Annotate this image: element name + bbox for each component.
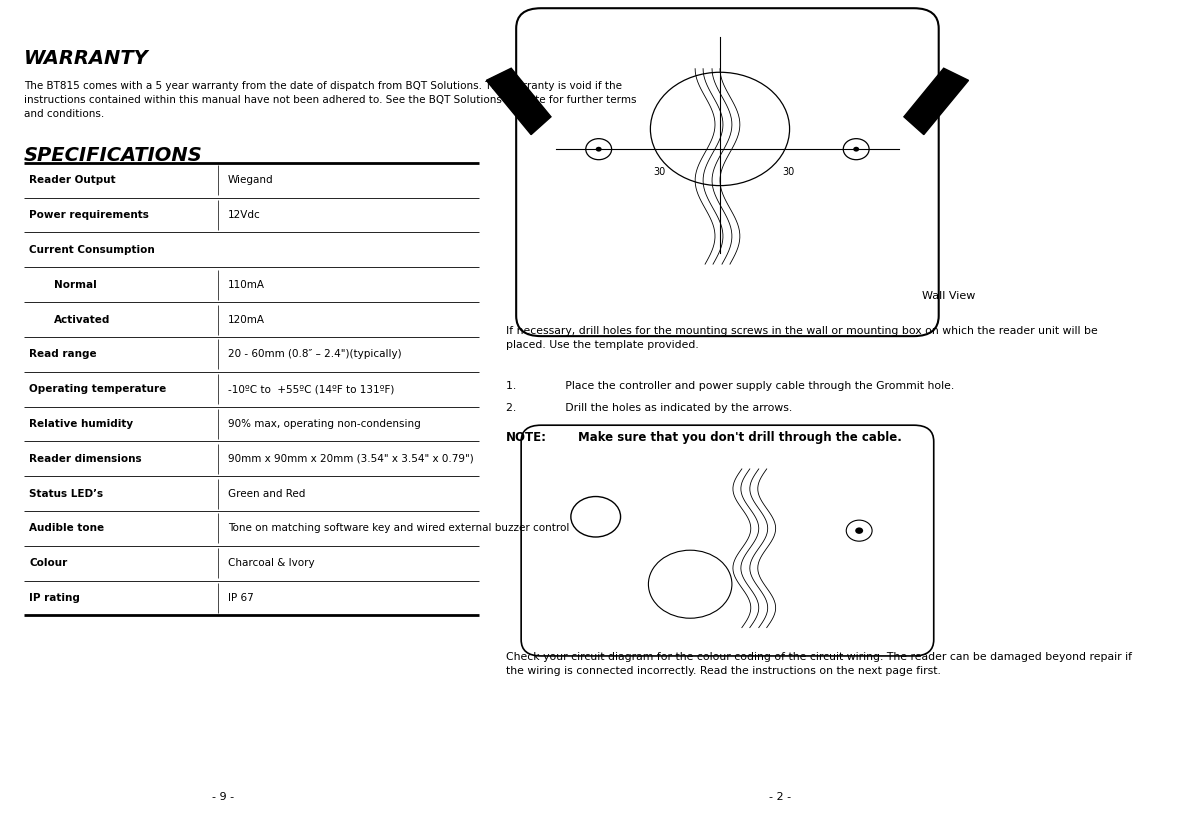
Polygon shape — [486, 68, 551, 135]
Text: Audible tone: Audible tone — [29, 524, 104, 533]
Polygon shape — [904, 68, 969, 135]
Text: NOTE:: NOTE: — [506, 431, 547, 444]
Text: - 9 -: - 9 - — [212, 792, 234, 802]
Text: Reader dimensions: Reader dimensions — [29, 454, 141, 464]
Text: Normal: Normal — [54, 280, 97, 290]
Text: SPECIFICATIONS: SPECIFICATIONS — [24, 146, 202, 165]
Text: - 2 -: - 2 - — [769, 792, 791, 802]
Circle shape — [853, 146, 859, 151]
Text: Green and Red: Green and Red — [228, 488, 305, 499]
Text: 1.              Place the controller and power supply cable through the Grommit : 1. Place the controller and power supply… — [506, 380, 955, 391]
Text: 30: 30 — [653, 167, 665, 177]
Text: Operating temperature: Operating temperature — [29, 384, 166, 394]
Text: Current Consumption: Current Consumption — [29, 245, 154, 255]
Text: IP rating: IP rating — [29, 593, 80, 603]
Text: 20 - 60mm (0.8″ – 2.4")(typically): 20 - 60mm (0.8″ – 2.4")(typically) — [228, 349, 401, 359]
Text: Make sure that you don't drill through the cable.: Make sure that you don't drill through t… — [578, 431, 902, 444]
Text: 2.              Drill the holes as indicated by the arrows.: 2. Drill the holes as indicated by the a… — [506, 402, 792, 412]
Text: 120mA: 120mA — [228, 315, 265, 325]
Text: Charcoal & Ivory: Charcoal & Ivory — [228, 558, 314, 569]
Text: The BT815 comes with a 5 year warranty from the date of dispatch from BQT Soluti: The BT815 comes with a 5 year warranty f… — [24, 81, 637, 119]
Text: Activated: Activated — [54, 315, 111, 325]
Text: WARRANTY: WARRANTY — [24, 49, 148, 68]
Circle shape — [596, 146, 601, 151]
Text: Check your circuit diagram for the colour coding of the circuit wiring. The read: Check your circuit diagram for the colou… — [506, 652, 1132, 676]
Text: Status LED’s: Status LED’s — [29, 488, 104, 499]
FancyBboxPatch shape — [517, 8, 939, 336]
Text: IP 67: IP 67 — [228, 593, 253, 603]
Text: Tone on matching software key and wired external buzzer control: Tone on matching software key and wired … — [228, 524, 570, 533]
Text: Relative humidity: Relative humidity — [29, 419, 133, 429]
Text: If necessary, drill holes for the mounting screws in the wall or mounting box on: If necessary, drill holes for the mounti… — [506, 326, 1098, 350]
Text: Power requirements: Power requirements — [29, 210, 149, 220]
Text: Read range: Read range — [29, 349, 97, 359]
Circle shape — [856, 528, 863, 534]
Text: Colour: Colour — [29, 558, 67, 569]
Text: Reader Output: Reader Output — [29, 175, 115, 185]
FancyBboxPatch shape — [521, 425, 933, 656]
Text: Wall View: Wall View — [922, 291, 976, 301]
Text: 110mA: 110mA — [228, 280, 265, 290]
Text: Wiegand: Wiegand — [228, 175, 273, 185]
Text: 90% max, operating non-condensing: 90% max, operating non-condensing — [228, 419, 420, 429]
Text: 30: 30 — [782, 167, 794, 177]
Text: -10ºC to  +55ºC (14ºF to 131ºF): -10ºC to +55ºC (14ºF to 131ºF) — [228, 384, 394, 394]
Text: 12Vdc: 12Vdc — [228, 210, 260, 220]
Text: 90mm x 90mm x 20mm (3.54" x 3.54" x 0.79"): 90mm x 90mm x 20mm (3.54" x 3.54" x 0.79… — [228, 454, 473, 464]
